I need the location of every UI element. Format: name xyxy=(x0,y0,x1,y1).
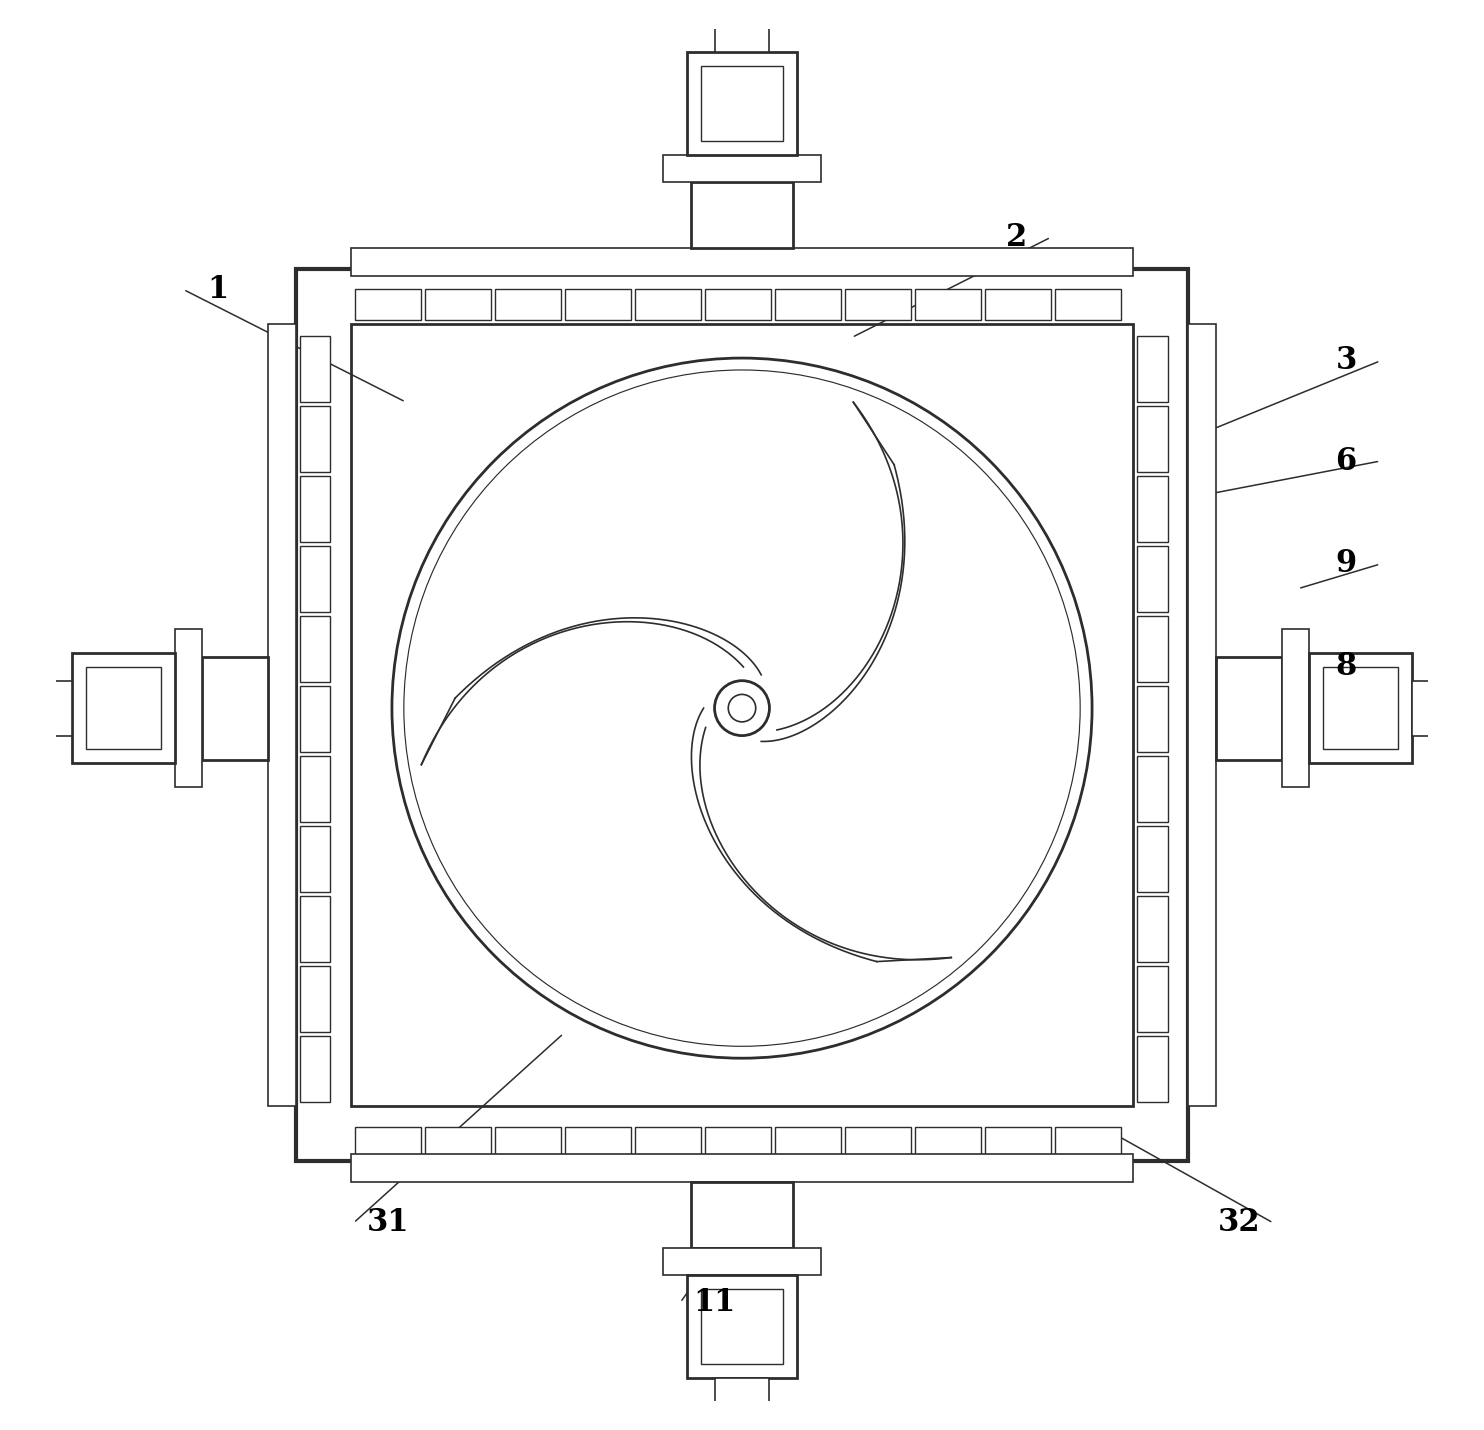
Bar xyxy=(690,1181,794,1247)
Bar xyxy=(34,681,73,735)
Bar xyxy=(202,656,269,759)
Bar xyxy=(300,406,329,472)
Bar xyxy=(985,289,1051,320)
Bar xyxy=(494,1127,561,1157)
Bar xyxy=(916,289,981,320)
Bar xyxy=(695,1417,789,1430)
Bar xyxy=(1322,666,1398,749)
Bar xyxy=(1137,827,1168,892)
Circle shape xyxy=(729,695,755,722)
Circle shape xyxy=(714,681,770,735)
Bar xyxy=(775,1127,841,1157)
Bar xyxy=(663,154,821,183)
Bar xyxy=(350,323,1134,1107)
Bar xyxy=(687,51,797,154)
Bar xyxy=(1137,756,1168,822)
Bar xyxy=(269,323,295,1107)
Bar xyxy=(705,1127,770,1157)
Bar xyxy=(350,249,1134,276)
Text: 2: 2 xyxy=(1006,222,1027,253)
Bar xyxy=(175,629,202,787)
Bar xyxy=(300,476,329,542)
Bar xyxy=(687,1276,797,1379)
Bar xyxy=(1137,476,1168,542)
Bar xyxy=(714,1379,770,1417)
Bar xyxy=(1282,629,1309,787)
Bar xyxy=(635,289,700,320)
Bar xyxy=(663,1247,821,1276)
Text: 3: 3 xyxy=(1336,345,1356,376)
Bar xyxy=(300,756,329,822)
Bar xyxy=(565,289,631,320)
Bar xyxy=(494,289,561,320)
Text: 6: 6 xyxy=(1336,446,1356,476)
Bar xyxy=(1137,686,1168,752)
Bar xyxy=(1137,616,1168,682)
Bar xyxy=(844,289,911,320)
Bar xyxy=(300,546,329,612)
Bar xyxy=(1055,1127,1120,1157)
Bar xyxy=(714,13,770,51)
Bar xyxy=(424,289,491,320)
Bar xyxy=(1309,654,1411,764)
Bar xyxy=(355,289,421,320)
Bar xyxy=(300,897,329,962)
Bar xyxy=(1137,336,1168,402)
Bar xyxy=(300,967,329,1032)
Bar xyxy=(844,1127,911,1157)
Text: 9: 9 xyxy=(1336,549,1356,579)
Bar xyxy=(1137,967,1168,1032)
Bar xyxy=(635,1127,700,1157)
Bar xyxy=(1189,323,1215,1107)
Bar xyxy=(700,1288,784,1364)
Bar xyxy=(300,336,329,402)
Text: 11: 11 xyxy=(693,1287,736,1318)
Bar xyxy=(355,1127,421,1157)
Bar xyxy=(775,289,841,320)
Bar xyxy=(350,1154,1134,1181)
Bar xyxy=(73,654,175,764)
Bar xyxy=(690,183,794,249)
Text: 32: 32 xyxy=(1218,1207,1260,1238)
Bar xyxy=(1137,546,1168,612)
Bar xyxy=(1450,661,1484,756)
Bar xyxy=(985,1127,1051,1157)
Bar xyxy=(300,827,329,892)
Bar xyxy=(1137,897,1168,962)
Bar xyxy=(705,289,770,320)
Text: 31: 31 xyxy=(367,1207,410,1238)
Bar xyxy=(300,1037,329,1103)
Bar xyxy=(565,1127,631,1157)
Bar xyxy=(1137,1037,1168,1103)
Bar xyxy=(424,1127,491,1157)
Bar xyxy=(1055,289,1120,320)
Text: 8: 8 xyxy=(1336,652,1356,682)
Bar xyxy=(295,269,1189,1161)
Bar xyxy=(700,66,784,142)
Bar xyxy=(300,686,329,752)
Bar xyxy=(695,0,789,13)
Bar xyxy=(916,1127,981,1157)
Bar xyxy=(86,666,162,749)
Circle shape xyxy=(392,358,1092,1058)
Bar xyxy=(300,616,329,682)
Bar xyxy=(1215,656,1282,759)
Bar xyxy=(0,661,34,756)
Bar xyxy=(1137,406,1168,472)
Bar xyxy=(1411,681,1450,735)
Text: 1: 1 xyxy=(208,275,229,305)
